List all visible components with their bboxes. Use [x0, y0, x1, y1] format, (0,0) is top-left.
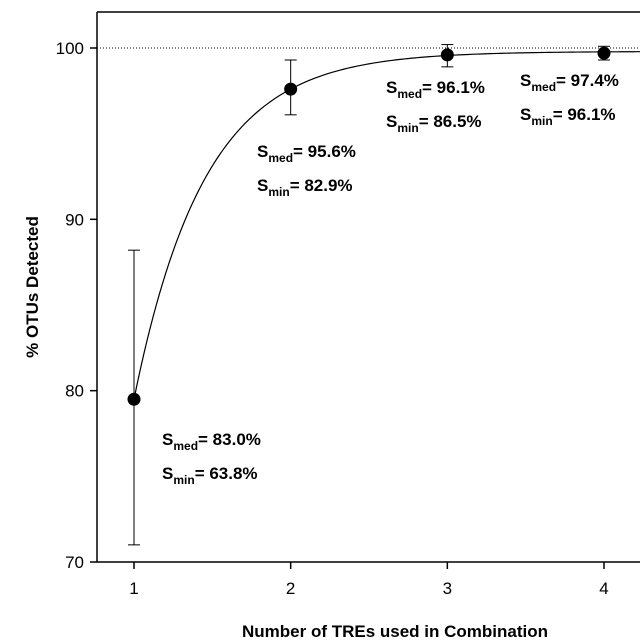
data-points-group	[127, 44, 611, 546]
annotation-subscript: med	[397, 87, 422, 101]
annotation-value: = 83.0%	[198, 430, 261, 449]
annotation-min: Smin= 82.9%	[257, 176, 353, 199]
annotation-subscript: min	[173, 473, 194, 487]
annotations-group: Smed= 83.0%Smin= 63.8%Smed= 95.6%Smin= 8…	[162, 71, 619, 487]
x-ticks: 1 2 3 4	[129, 562, 609, 598]
annotation-min: Smin= 96.1%	[520, 105, 616, 128]
x-axis-label: Number of TREs used in Combination	[242, 622, 548, 641]
annotation-symbol: S	[257, 176, 268, 195]
annotation-symbol: S	[520, 71, 531, 90]
fit-curve	[133, 51, 640, 400]
y-tick-label: 80	[65, 382, 84, 401]
annotation-med: Smed= 96.1%	[386, 78, 485, 101]
annotation-subscript: med	[531, 80, 556, 94]
y-tick-label: 70	[65, 553, 84, 572]
data-point	[597, 46, 611, 60]
x-tick-label: 3	[443, 579, 452, 598]
annotation-min: Smin= 63.8%	[162, 464, 258, 487]
x-tick-label: 1	[129, 579, 138, 598]
y-ticks: 70 80 90 100	[56, 39, 97, 572]
data-point	[127, 392, 141, 406]
annotation-subscript: med	[173, 439, 198, 453]
annotation-subscript: min	[397, 121, 418, 135]
x-tick-label: 4	[599, 579, 608, 598]
y-tick-label: 90	[65, 210, 84, 229]
annotation-value: = 86.5%	[419, 112, 482, 131]
annotation-symbol: S	[257, 142, 268, 161]
annotation-symbol: S	[386, 112, 397, 131]
data-point	[284, 82, 298, 96]
annotation-value: = 95.6%	[293, 142, 356, 161]
annotation-value: = 96.1%	[422, 78, 485, 97]
x-tick-label: 2	[286, 579, 295, 598]
annotation-value: = 96.1%	[553, 105, 616, 124]
annotation-subscript: med	[268, 151, 293, 165]
annotation-symbol: S	[520, 105, 531, 124]
annotation-med: Smed= 95.6%	[257, 142, 356, 165]
annotation-symbol: S	[162, 430, 173, 449]
annotation-symbol: S	[162, 464, 173, 483]
annotation-min: Smin= 86.5%	[386, 112, 482, 135]
annotation-subscript: min	[531, 114, 552, 128]
annotation-subscript: min	[268, 185, 289, 199]
annotation-symbol: S	[386, 78, 397, 97]
y-tick-label: 100	[56, 39, 84, 58]
annotation-value: = 97.4%	[556, 71, 619, 90]
annotation-value: = 82.9%	[290, 176, 353, 195]
annotation-med: Smed= 97.4%	[520, 71, 619, 94]
annotation-med: Smed= 83.0%	[162, 430, 261, 453]
fit-curve-group	[133, 51, 640, 400]
annotation-value: = 63.8%	[195, 464, 258, 483]
y-axis-label: % OTUs Detected	[23, 216, 42, 358]
data-point	[440, 48, 454, 62]
